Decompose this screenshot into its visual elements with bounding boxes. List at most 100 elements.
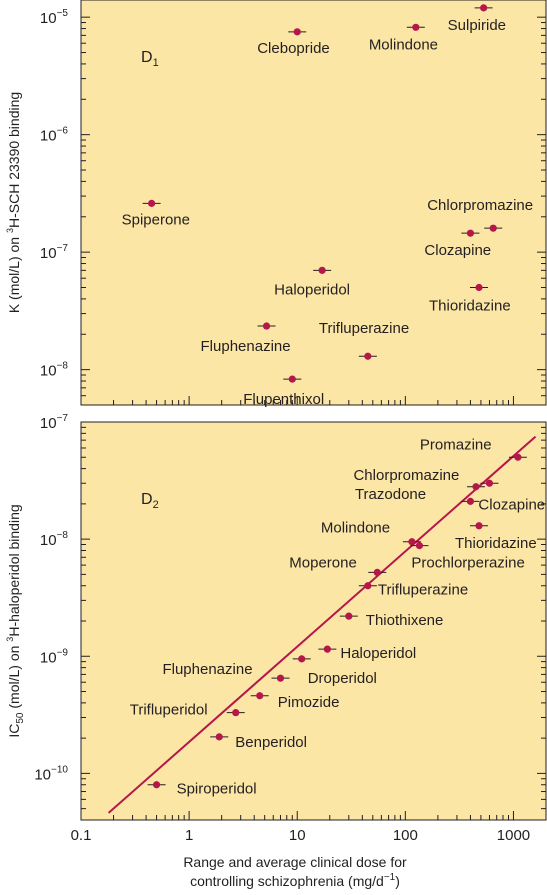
point-label: Fluphenazine [201, 338, 291, 355]
chart-text-layer: 10−5 10−6 10−7 10−8 D1 K (mol/L) on 3H-SCH 23… [5, 8, 545, 889]
point-label: Chlorpromazine [353, 467, 459, 484]
point-label: Thioridazine [455, 535, 537, 552]
y-tick-label: 10−5 [40, 8, 69, 27]
x-axis-label-line-2: controlling schizophrenia (mg/d−1) [190, 872, 400, 889]
point-label: Fluphenazine [162, 661, 252, 678]
point-label: Chlorpromazine [427, 197, 533, 214]
point-label: Clozapine [424, 242, 491, 259]
point-marker [262, 322, 271, 330]
data-point [210, 733, 229, 741]
data-point [318, 645, 337, 653]
x-tick-label: 10 [289, 827, 306, 844]
data-point [484, 224, 503, 232]
point-marker [232, 709, 240, 717]
data-point [142, 199, 161, 207]
data-point [469, 283, 488, 292]
data-point [358, 352, 377, 360]
panel-d1-axes [80, 16, 547, 406]
data-point [358, 582, 377, 590]
point-label: Droperidol [308, 670, 377, 687]
point-label: Molindone [369, 36, 438, 53]
panel-d2-fit-layer [107, 435, 537, 814]
point-marker [472, 483, 480, 491]
y-tick-label: 10−10 [34, 764, 68, 783]
point-marker [323, 645, 331, 653]
point-marker [288, 375, 296, 383]
x-tick-label: 0.1 [71, 827, 92, 844]
data-point [271, 674, 290, 682]
point-label: Spiroperidol [177, 781, 257, 798]
data-point [288, 28, 307, 36]
y-tick-label: 10−7 [40, 243, 69, 262]
point-marker [412, 23, 420, 31]
point-marker [256, 692, 264, 700]
point-marker [408, 538, 416, 546]
point-label: Clozapine [478, 496, 545, 513]
panel-d2-points [147, 453, 527, 789]
data-point [406, 23, 425, 31]
panel-d2-background [80, 421, 547, 821]
data-point [508, 453, 527, 461]
point-marker [345, 612, 353, 620]
data-point [480, 479, 499, 487]
panel-label: D1 [141, 49, 159, 69]
panel-d1-points [142, 4, 503, 383]
point-label: Molindone [321, 520, 390, 537]
point-marker [148, 199, 156, 207]
panel-d1-background [80, 0, 547, 406]
point-label: Pimozide [278, 694, 340, 711]
data-point [226, 709, 245, 717]
data-point [461, 497, 480, 505]
x-axis-label-line-1: Range and average clinical dose for [183, 854, 407, 870]
point-label: Trazodone [355, 486, 426, 503]
point-marker [276, 674, 285, 682]
panel-d2-axes [80, 421, 547, 821]
data-point [339, 612, 358, 620]
point-marker [373, 568, 381, 576]
point-label: Benperidol [235, 734, 307, 751]
data-point [292, 655, 311, 663]
point-marker [152, 781, 161, 789]
point-label: Promazine [420, 436, 492, 453]
point-marker [485, 479, 494, 487]
point-marker [475, 283, 483, 292]
point-marker [364, 352, 372, 360]
data-point [147, 781, 166, 789]
point-marker [466, 497, 475, 505]
point-marker [318, 266, 326, 274]
point-marker [466, 229, 475, 237]
point-label: Prochlorperazine [411, 555, 524, 572]
point-label: Trifluperazine [319, 320, 409, 337]
point-marker [293, 28, 301, 36]
point-label: Spiperone [122, 211, 190, 228]
point-label: Moperone [289, 554, 357, 571]
y-axis-label: IC50 (mol/L) on 3H-haloperidol binding [5, 504, 26, 737]
point-marker [475, 522, 483, 530]
data-point [250, 692, 269, 700]
data-point [313, 266, 332, 274]
data-point [257, 322, 276, 330]
point-label: Haloperidol [340, 645, 416, 662]
data-point [466, 483, 485, 491]
data-point [474, 4, 493, 12]
y-tick-label: 10−6 [40, 126, 69, 145]
point-marker [298, 655, 306, 663]
point-marker [514, 453, 522, 461]
data-point [283, 375, 302, 383]
point-marker [480, 4, 488, 12]
y-axis-label: K (mol/L) on 3H-SCH 23390 binding [5, 92, 22, 313]
data-point [469, 522, 488, 530]
y-tick-label: 10−9 [40, 647, 69, 666]
x-tick-label: 1000 [497, 827, 530, 844]
point-label: Trifluperidol [130, 702, 208, 719]
point-label: Clebopride [257, 40, 330, 57]
point-marker [489, 224, 497, 232]
point-label: Trifluperazine [378, 582, 468, 599]
x-tick-label: 1 [185, 827, 193, 844]
point-label: Sulpiride [448, 17, 506, 34]
point-marker [215, 733, 223, 741]
y-tick-label: 10−8 [40, 361, 69, 380]
point-label: Haloperidol [274, 281, 350, 298]
data-point [410, 542, 429, 550]
